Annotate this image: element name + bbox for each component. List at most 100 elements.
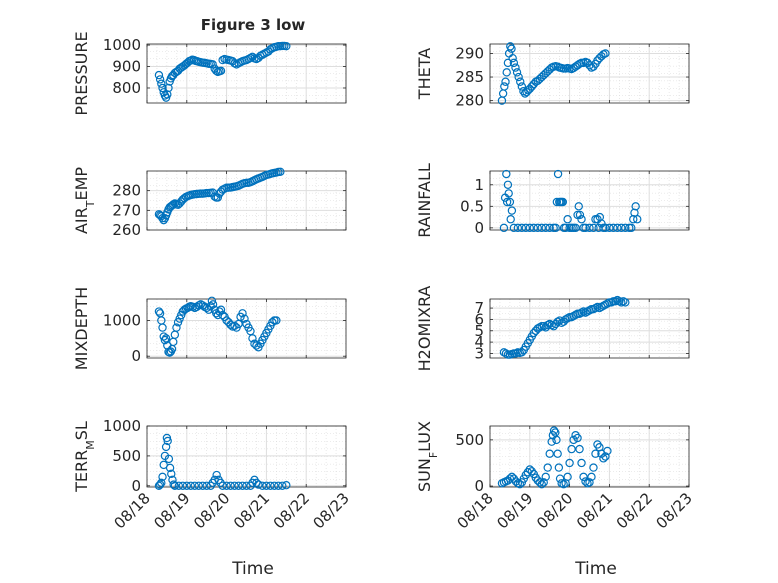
y-tick-label: 285 xyxy=(455,68,484,86)
data-point xyxy=(517,223,527,233)
data-point xyxy=(508,53,517,63)
data-point xyxy=(169,480,178,489)
data-point xyxy=(506,215,515,224)
x-tick-label: 08/19 xyxy=(493,489,536,532)
data-point xyxy=(282,481,291,490)
data-point xyxy=(591,449,600,458)
axes-box xyxy=(146,298,347,359)
data-point xyxy=(553,169,563,179)
x-tick-label: 08/23 xyxy=(653,489,696,532)
data-point xyxy=(254,480,263,489)
data-point xyxy=(270,481,279,491)
data-point xyxy=(543,463,552,472)
y-tick-label: 1000 xyxy=(103,311,141,329)
data-point xyxy=(266,481,275,491)
y-tick-label: 1000 xyxy=(103,36,141,54)
data-point xyxy=(164,83,173,93)
data-point xyxy=(587,472,596,482)
data-point xyxy=(190,481,199,491)
data-point xyxy=(509,223,519,233)
x-tick-label: 08/21 xyxy=(230,489,273,532)
data-point xyxy=(154,70,164,80)
data-point xyxy=(502,169,511,179)
data-point xyxy=(222,481,231,491)
x-tick-label: 08/23 xyxy=(310,489,353,532)
x-tick-label: 08/19 xyxy=(150,489,193,532)
data-point xyxy=(182,481,191,491)
y-tick-label: 290 xyxy=(455,44,484,62)
data-point xyxy=(160,335,170,345)
data-point xyxy=(218,481,227,491)
data-point xyxy=(216,305,226,314)
data-point xyxy=(252,341,261,350)
data-point xyxy=(268,318,277,327)
y-tick-label: 4 xyxy=(474,333,484,351)
data-point xyxy=(554,463,564,472)
data-point xyxy=(216,66,226,76)
data-point xyxy=(208,60,217,69)
subplot-2: 280 285 290 THETA xyxy=(415,42,690,110)
data-point xyxy=(158,83,167,93)
data-point xyxy=(633,215,642,224)
data-point xyxy=(167,469,176,479)
figure-title: Figure 3 low xyxy=(201,16,306,34)
y-axis-label: H2OMIXRA xyxy=(415,286,434,372)
data-point xyxy=(507,206,517,215)
x-tick-label: 08/18 xyxy=(111,489,154,532)
x-tick-label: 08/18 xyxy=(454,489,497,532)
subplot-5: 0 1000 MIXDEPTH xyxy=(72,287,347,370)
y-tick-label: 900 xyxy=(112,58,141,76)
y-tick-label: 800 xyxy=(112,79,141,97)
data-point xyxy=(539,478,548,487)
data-point xyxy=(545,449,554,458)
data-point xyxy=(558,197,568,207)
y-tick-label: 3 xyxy=(474,344,484,362)
data-point xyxy=(158,323,167,332)
data-point xyxy=(553,449,562,458)
data-point xyxy=(157,478,166,488)
data-point xyxy=(617,298,626,307)
y-tick-label: 7 xyxy=(474,299,484,317)
data-point xyxy=(174,481,184,491)
data-point xyxy=(569,435,578,445)
data-point xyxy=(208,300,218,309)
data-point xyxy=(535,478,544,487)
data-point xyxy=(186,481,195,491)
data-point xyxy=(563,215,572,224)
data-point xyxy=(226,481,235,491)
data-point xyxy=(218,310,227,320)
x-tick-label: 08/22 xyxy=(270,489,313,532)
data-point xyxy=(585,61,594,70)
data-point xyxy=(505,197,515,207)
data-point xyxy=(545,223,554,233)
data-point xyxy=(615,297,624,306)
data-point xyxy=(163,90,172,99)
data-point xyxy=(278,481,287,491)
data-point xyxy=(589,463,598,472)
y-tick-label: 260 xyxy=(112,221,141,239)
y-axis-label: MIXDEPTH xyxy=(72,287,91,370)
data-point xyxy=(551,223,560,233)
axes-box xyxy=(489,298,690,359)
data-point xyxy=(276,167,285,176)
data-point xyxy=(509,58,519,68)
data-point xyxy=(573,433,582,443)
data-point xyxy=(178,481,188,491)
data-point xyxy=(248,334,257,343)
y-tick-label: 0 xyxy=(131,477,141,495)
data-point xyxy=(567,444,576,454)
data-point xyxy=(585,223,594,233)
data-point xyxy=(617,223,626,233)
y-tick-label: 500 xyxy=(112,447,141,465)
y-tick-label: 1000 xyxy=(103,417,141,435)
data-point xyxy=(155,480,165,489)
data-point xyxy=(507,44,516,53)
y-tick-label: 270 xyxy=(112,201,141,219)
data-point xyxy=(552,197,562,207)
data-point xyxy=(621,298,630,307)
data-point xyxy=(161,442,171,452)
data-point xyxy=(537,223,546,233)
data-point xyxy=(238,481,247,491)
